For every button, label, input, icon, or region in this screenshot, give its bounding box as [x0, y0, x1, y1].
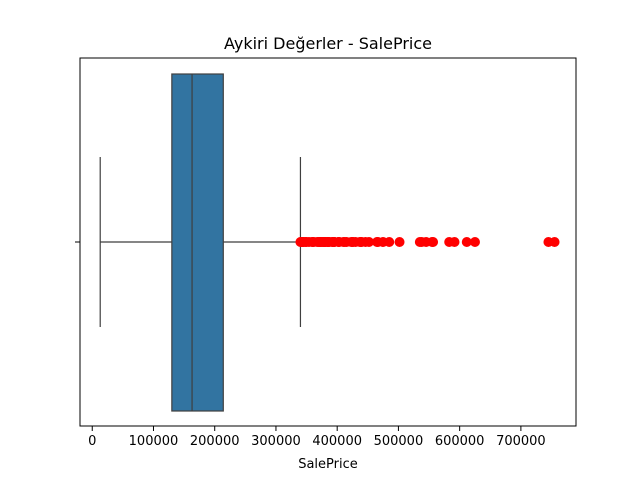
x-tick-label: 200000: [190, 434, 240, 449]
plot-area: [99, 73, 560, 412]
x-tick-label: 700000: [496, 434, 546, 449]
outlier-point: [394, 237, 405, 247]
outlier-point: [449, 237, 460, 247]
iqr-box: [171, 73, 224, 412]
outlier-point: [461, 237, 472, 247]
outlier-point: [549, 237, 560, 247]
x-axis: 0 100000 200000 300000 400000 500000 600000 700…: [88, 426, 546, 449]
x-tick-label: 300000: [251, 434, 301, 449]
x-axis-title: SalePrice: [298, 457, 358, 472]
x-tick-label: 500000: [374, 434, 424, 449]
outlier-point: [469, 237, 480, 247]
x-tick-label: 100000: [129, 434, 179, 449]
x-tick-label: 400000: [312, 434, 362, 449]
outlier-point: [428, 237, 439, 247]
x-tick-label: 0: [88, 434, 96, 449]
outlier-point: [384, 237, 395, 247]
x-tick-label: 600000: [435, 434, 485, 449]
chart-title: Aykiri Değerler - SalePrice: [224, 34, 432, 53]
outlier-point: [363, 237, 374, 247]
